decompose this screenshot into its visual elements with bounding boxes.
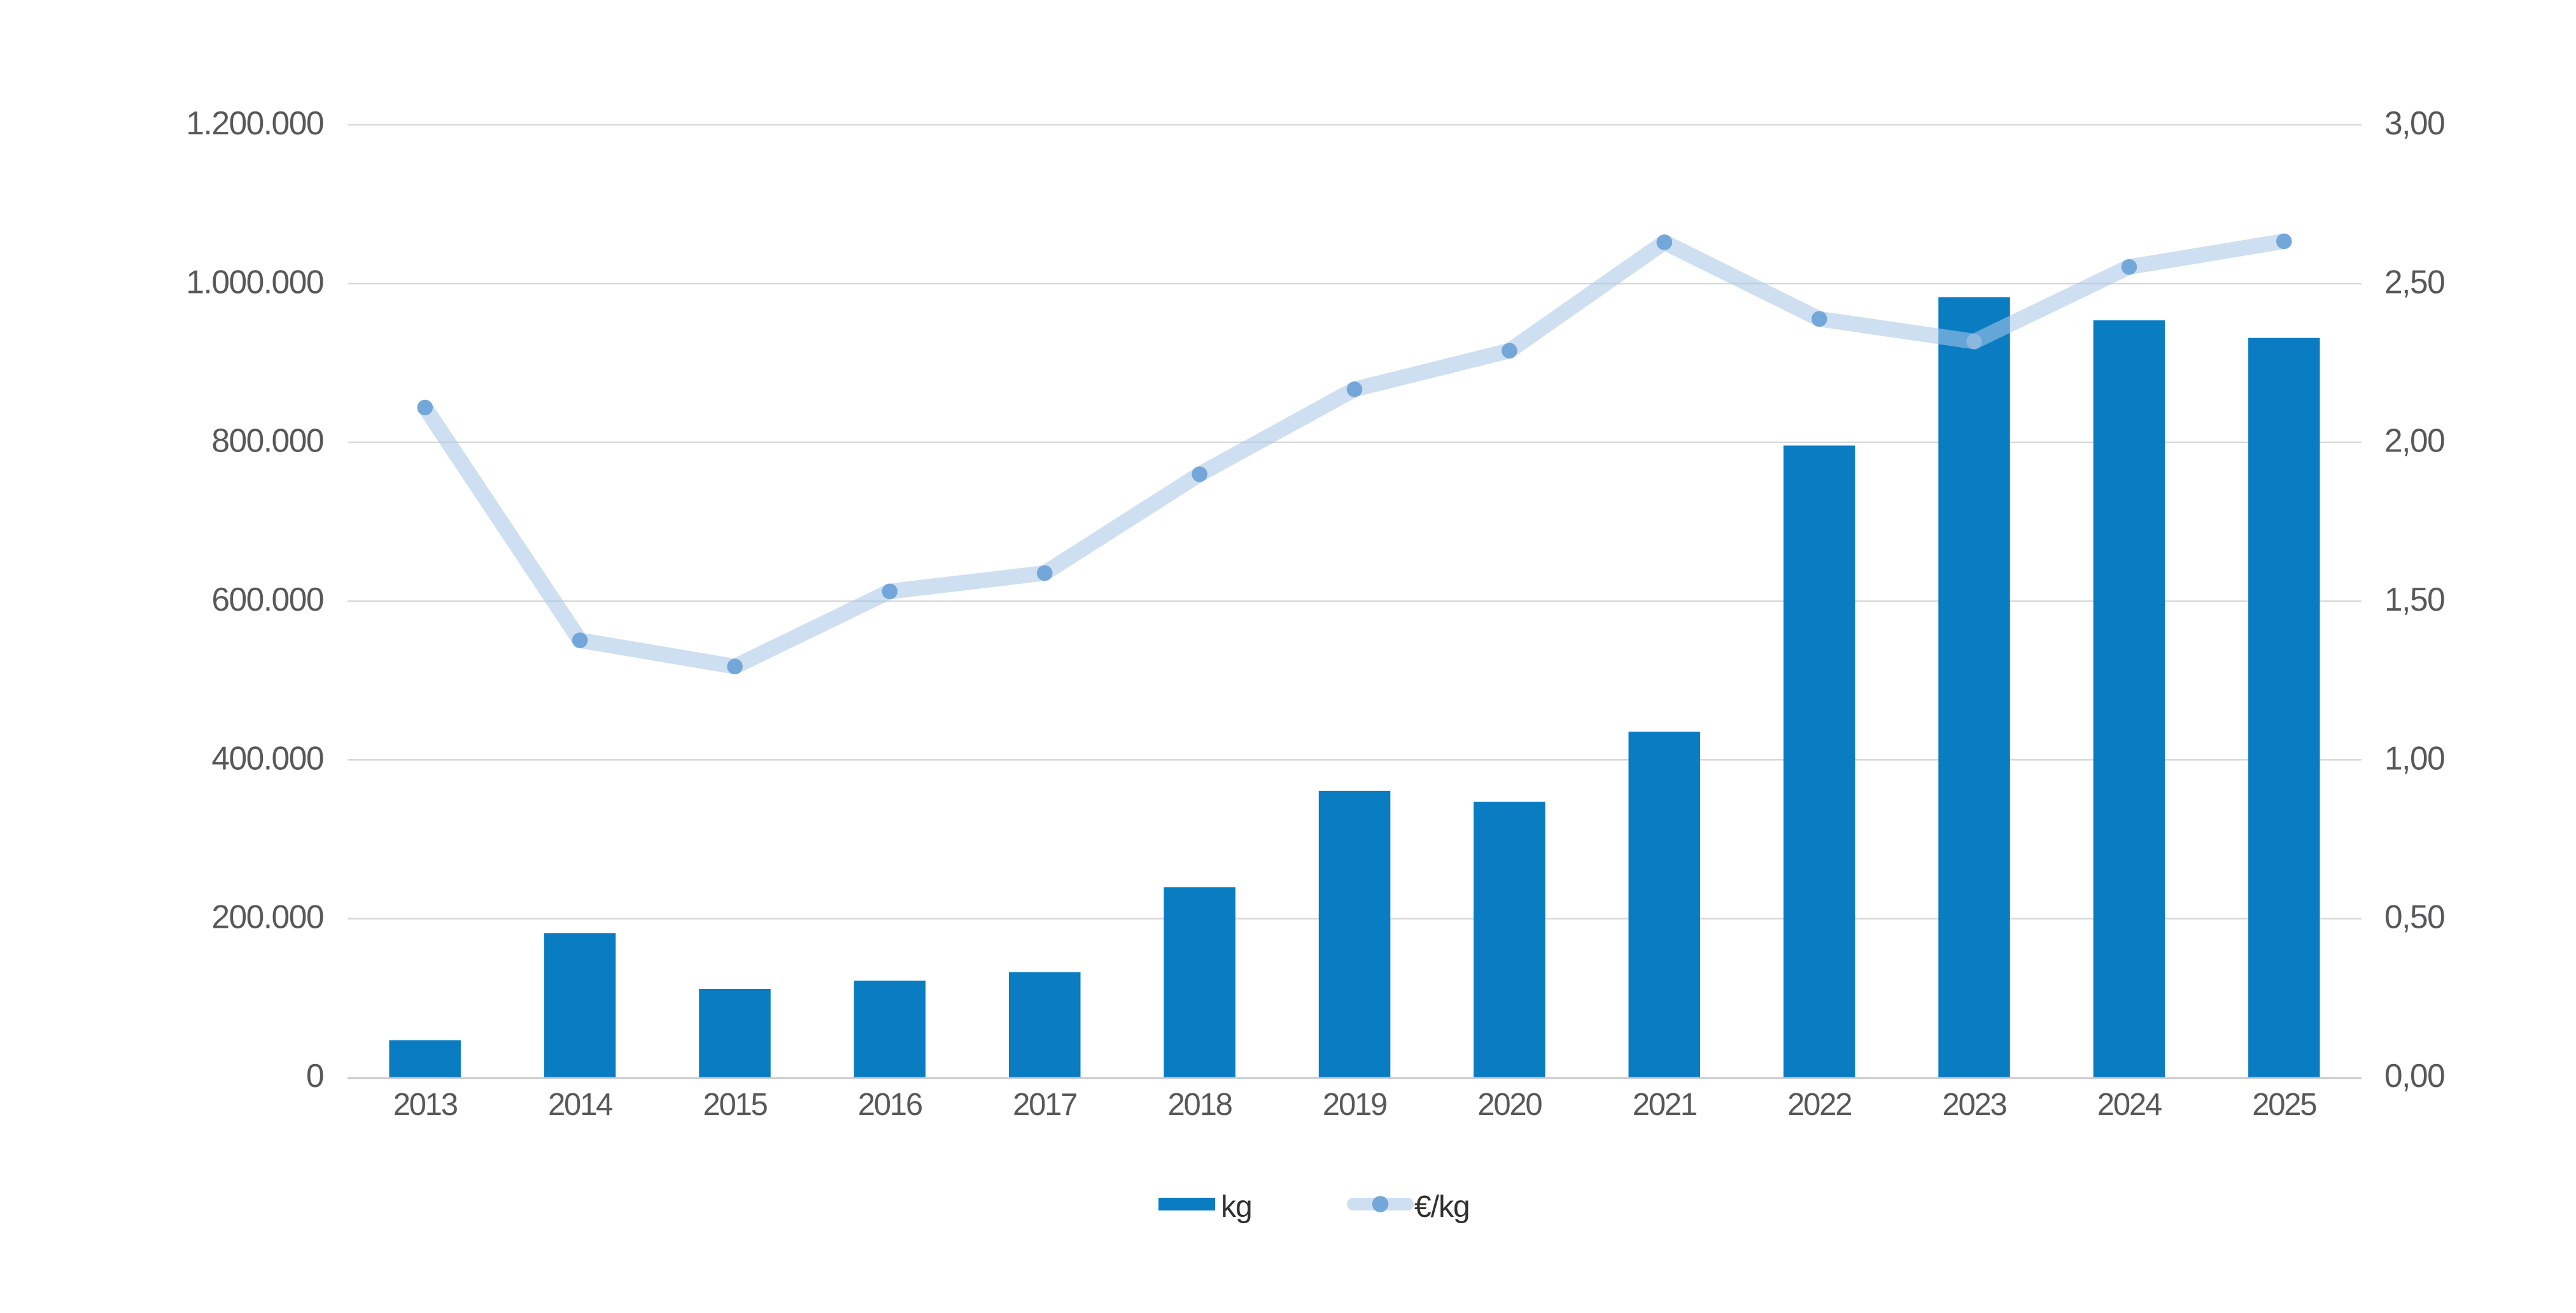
svg-text:2021: 2021 (1633, 1088, 1696, 1122)
svg-text:2018: 2018 (1167, 1088, 1232, 1122)
svg-text:€/kg: €/kg (1414, 1190, 1470, 1224)
svg-text:1,00: 1,00 (2384, 739, 2444, 776)
svg-text:3,00: 3,00 (2384, 104, 2444, 141)
svg-text:2024: 2024 (2097, 1088, 2162, 1122)
svg-text:2016: 2016 (858, 1088, 922, 1122)
svg-text:1.200.000: 1.200.000 (186, 104, 323, 141)
svg-text:400.000: 400.000 (211, 739, 323, 776)
svg-text:2014: 2014 (548, 1088, 612, 1122)
svg-text:2019: 2019 (1323, 1088, 1386, 1122)
svg-text:800.000: 800.000 (211, 422, 323, 459)
svg-text:200.000: 200.000 (211, 898, 323, 935)
svg-text:2013: 2013 (393, 1088, 458, 1122)
svg-text:1,50: 1,50 (2384, 581, 2444, 618)
svg-text:2025: 2025 (2252, 1088, 2316, 1122)
svg-text:kg: kg (1221, 1190, 1252, 1224)
svg-text:600.000: 600.000 (211, 581, 323, 618)
svg-text:0,00: 0,00 (2384, 1057, 2444, 1094)
svg-text:2017: 2017 (1013, 1088, 1076, 1122)
svg-text:2022: 2022 (1787, 1088, 1851, 1122)
svg-text:2020: 2020 (1477, 1088, 1542, 1122)
svg-text:2,50: 2,50 (2384, 263, 2444, 300)
svg-text:2,00: 2,00 (2384, 422, 2444, 459)
svg-text:0,50: 0,50 (2384, 898, 2444, 935)
svg-text:1.000.000: 1.000.000 (186, 263, 323, 300)
svg-text:2015: 2015 (703, 1088, 767, 1122)
svg-text:2023: 2023 (1942, 1088, 2006, 1122)
svg-text:0: 0 (306, 1057, 323, 1094)
